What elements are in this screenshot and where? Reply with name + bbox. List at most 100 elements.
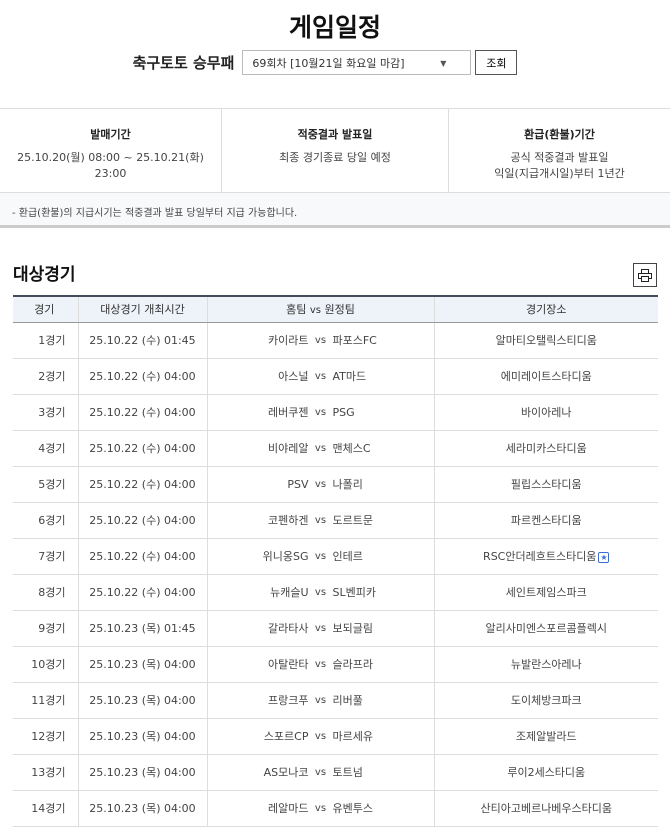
round-select-value: 69회차 [10월21일 화요일 마감] <box>252 56 405 70</box>
home-team: 레버쿠젠 <box>268 406 309 419</box>
match-time: 25.10.22 (수) 04:00 <box>78 358 208 395</box>
home-team: 스포르CP <box>263 730 309 743</box>
venue: RSC안더레흐트스타디움 ★ <box>434 538 658 575</box>
vs-label: vs <box>314 802 327 814</box>
section-title: 대상경기 <box>13 265 76 285</box>
star-icon[interactable]: ★ <box>598 551 610 563</box>
table-row: 12경기 25.10.23 (목) 04:00 스포르CP vs 마르세유 조제알발… <box>13 718 658 755</box>
venue-name: 도이체방크파크 <box>510 694 582 707</box>
search-button[interactable]: 조회 <box>475 50 518 75</box>
venue-name: 조제알발라드 <box>515 730 577 743</box>
away-team: 리버풀 <box>332 694 363 707</box>
table-row: 9경기 25.10.23 (목) 01:45 갈라타사 vs 보되글림 알리사미엔스… <box>13 610 658 647</box>
match-no: 12경기 <box>13 718 79 755</box>
match-time: 25.10.22 (수) 04:00 <box>78 430 208 467</box>
refund-period-line2: 익일(지급개시일)부터 1년간 <box>494 167 625 180</box>
home-team: 레알마드 <box>268 802 309 815</box>
table-row: 8경기 25.10.22 (수) 04:00 뉴캐슬U vs SL벤피카 세인트제임… <box>13 574 658 611</box>
match-no: 6경기 <box>13 502 79 539</box>
notice: - 환급(환불)의 지급시기는 적중결과 발표 당일부터 지급 가능합니다. <box>0 193 670 228</box>
match-teams: 아스널 vs AT마드 <box>207 358 435 395</box>
print-button[interactable] <box>633 263 657 287</box>
home-team: 뉴캐슬U <box>270 586 309 599</box>
result-date-title: 적중결과 발표일 <box>297 128 373 141</box>
refund-period-title: 환급(환불)기간 <box>524 128 595 141</box>
match-time: 25.10.23 (목) 04:00 <box>78 754 208 791</box>
venue: 알리사미엔스포르콤플렉시 <box>434 610 658 647</box>
venue-name: 루이2세스타디움 <box>507 766 586 779</box>
away-team: 마르세유 <box>332 730 373 743</box>
table-row: 14경기 25.10.23 (목) 04:00 레알마드 vs 유벤투스 산티아고베… <box>13 790 658 827</box>
vs-label: vs <box>314 730 327 742</box>
match-no: 14경기 <box>13 790 79 827</box>
venue: 바이아레나 <box>434 394 658 431</box>
col-home: 홈팀 <box>286 303 307 317</box>
match-no: 1경기 <box>13 322 79 359</box>
match-teams: 갈라타사 vs 보되글림 <box>207 610 435 647</box>
vs-label: vs <box>314 514 327 526</box>
table-row: 2경기 25.10.22 (수) 04:00 아스널 vs AT마드 에미레이트스타… <box>13 358 658 395</box>
match-time: 25.10.23 (목) 04:00 <box>78 790 208 827</box>
page-title: 게임일정 <box>288 13 381 42</box>
match-teams: 레버쿠젠 vs PSG <box>207 394 435 431</box>
col-vs: vs <box>309 305 321 317</box>
venue-name: 세라미카스타디움 <box>505 442 587 455</box>
home-team: PSV <box>287 477 309 491</box>
match-time: 25.10.22 (수) 04:00 <box>78 394 208 431</box>
home-team: 카이라트 <box>268 334 309 347</box>
venue-name: 세인트제임스파크 <box>505 586 587 599</box>
round-selector-row: 축구토토 승무패 69회차 [10월21일 화요일 마감] ▼ 조회 <box>0 50 670 75</box>
table-row: 13경기 25.10.23 (목) 04:00 AS모나코 vs 토트넘 루이2세스… <box>13 754 658 791</box>
col-venue: 경기장소 <box>434 295 658 323</box>
match-no: 13경기 <box>13 754 79 791</box>
match-teams: 위니옹SG vs 인테르 <box>207 538 435 575</box>
match-time: 25.10.22 (수) 04:00 <box>78 574 208 611</box>
table-row: 6경기 25.10.22 (수) 04:00 코펜하겐 vs 도르트문 파르켄스타디… <box>13 502 658 539</box>
col-no: 경기 <box>13 295 79 323</box>
match-no: 7경기 <box>13 538 79 575</box>
vs-label: vs <box>314 694 327 706</box>
venue: 알마티오탤릭스티디움 <box>434 322 658 359</box>
round-select[interactable]: 69회차 [10월21일 화요일 마감] ▼ <box>242 50 472 75</box>
venue-name: 에미레이트스타디움 <box>500 370 592 383</box>
match-teams: 카이라트 vs 파포스FC <box>207 322 435 359</box>
match-teams: 아탈란타 vs 슬라프라 <box>207 646 435 683</box>
table-row: 3경기 25.10.22 (수) 04:00 레버쿠젠 vs PSG 바이아레나 <box>13 394 658 431</box>
venue: 조제알발라드 <box>434 718 658 755</box>
home-team: 코펜하겐 <box>268 514 309 527</box>
info-panel: 발매기간 25.10.20(월) 08:00 ~ 25.10.21(화) 23:… <box>0 108 670 193</box>
match-teams: PSV vs 나폴리 <box>207 466 435 503</box>
sale-period: 발매기간 25.10.20(월) 08:00 ~ 25.10.21(화) 23:… <box>0 109 222 192</box>
venue: 파르켄스타디움 <box>434 502 658 539</box>
away-team: 슬라프라 <box>332 658 373 671</box>
venue-name: 알마티오탤릭스티디움 <box>495 334 597 347</box>
away-team: 나폴리 <box>332 478 363 491</box>
match-teams: 비야레알 vs 맨체스C <box>207 430 435 467</box>
away-team: 맨체스C <box>332 442 371 455</box>
vs-label: vs <box>314 334 327 346</box>
dropdown-arrow-icon: ▼ <box>440 59 447 68</box>
venue: 필립스스타디움 <box>434 466 658 503</box>
venue: 산티아고베르나베우스타디움 <box>434 790 658 827</box>
venue: 세라미카스타디움 <box>434 430 658 467</box>
col-teams: 홈팀 vs 원정팀 <box>207 295 435 323</box>
vs-label: vs <box>314 442 327 454</box>
sale-period-value: 25.10.20(월) 08:00 ~ 25.10.21(화) 23:00 <box>17 151 204 180</box>
match-no: 4경기 <box>13 430 79 467</box>
venue: 뉴발란스아레나 <box>434 646 658 683</box>
vs-label: vs <box>314 658 327 670</box>
venue: 루이2세스타디움 <box>434 754 658 791</box>
match-time: 25.10.22 (수) 04:00 <box>78 538 208 575</box>
home-team: 프랑크푸 <box>268 694 309 707</box>
vs-label: vs <box>314 406 327 418</box>
venue: 도이체방크파크 <box>434 682 658 719</box>
vs-label: vs <box>314 478 327 490</box>
match-time: 25.10.23 (목) 04:00 <box>78 646 208 683</box>
match-time: 25.10.23 (목) 01:45 <box>78 610 208 647</box>
away-team: SL벤피카 <box>332 586 376 599</box>
away-team: 도르트문 <box>332 514 373 527</box>
match-time: 25.10.22 (수) 04:00 <box>78 466 208 503</box>
match-teams: AS모나코 vs 토트넘 <box>207 754 435 791</box>
venue-name: 파르켄스타디움 <box>510 514 582 527</box>
away-team: 인테르 <box>332 550 363 563</box>
